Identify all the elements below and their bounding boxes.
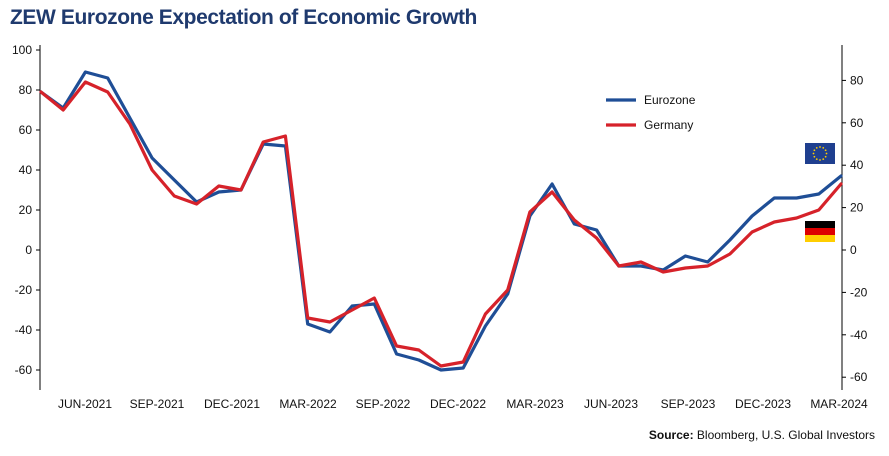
eu-flag-star <box>813 149 816 152</box>
series-line-germany <box>39 80 843 368</box>
eu-flag-star <box>819 159 821 161</box>
eu-flag-star <box>825 152 828 155</box>
legend-label-germany: Germany <box>644 118 693 132</box>
x-tick-label: JUN-2023 <box>584 397 638 411</box>
chart-title: ZEW Eurozone Expectation of Economic Gro… <box>10 6 477 29</box>
x-tick-label: DEC-2021 <box>204 397 260 411</box>
right-tick-label: 60 <box>850 116 864 130</box>
legend: Eurozone Germany <box>606 93 696 132</box>
left-tick-label: -20 <box>15 283 33 297</box>
source-label: Source: <box>648 428 694 442</box>
legend-label-eurozone: Eurozone <box>644 93 696 107</box>
right-tick-label: -20 <box>850 285 868 299</box>
right-tick-label: -40 <box>850 328 868 342</box>
x-tick-label: MAR-2022 <box>279 397 337 411</box>
germany-flag-icon <box>805 221 835 242</box>
x-tick-label: MAR-2023 <box>506 397 564 411</box>
left-tick-label: 0 <box>25 243 32 257</box>
eu-flag-star <box>815 146 818 149</box>
series-lines <box>39 70 843 372</box>
source-text: Bloomberg, U.S. Global Investors <box>693 428 875 442</box>
eu-flag-star <box>824 149 827 152</box>
x-tick-label: MAR-2024 <box>810 397 868 411</box>
germany-flag-gold <box>805 235 835 242</box>
eu-flag-star <box>815 158 818 161</box>
left-tick-label: -40 <box>15 323 33 337</box>
germany-flag-red <box>805 228 835 235</box>
eu-flag-star <box>822 146 825 149</box>
right-tick-label: -60 <box>850 370 868 384</box>
germany-flag-black <box>805 221 835 228</box>
left-tick-label: 60 <box>19 123 33 137</box>
eu-flag-star <box>813 155 816 158</box>
left-tick-label: -60 <box>15 363 33 377</box>
left-tick-label: 100 <box>12 43 32 57</box>
right-tick-label: 0 <box>850 243 857 257</box>
right-tick-label: 80 <box>850 73 864 87</box>
eu-flag-star <box>822 158 825 161</box>
source-note: Source: Bloomberg, U.S. Global Investors <box>649 428 875 442</box>
left-tick-label: 40 <box>19 163 33 177</box>
right-tick-label: 20 <box>850 201 864 215</box>
x-tick-label: SEP-2022 <box>356 397 411 411</box>
x-tick-label: SEP-2023 <box>661 397 716 411</box>
x-tick-label: DEC-2022 <box>430 397 486 411</box>
x-tick-label: JUN-2021 <box>58 397 112 411</box>
series-line-eurozone <box>39 70 843 372</box>
right-tick-label: 40 <box>850 158 864 172</box>
x-tick-label: SEP-2021 <box>130 397 185 411</box>
eu-flag-star <box>824 155 827 158</box>
eu-flag-field <box>805 143 835 164</box>
eu-flag-star <box>812 152 815 155</box>
x-tick-label: DEC-2023 <box>735 397 791 411</box>
eu-flag-icon <box>805 143 835 164</box>
left-tick-label: 80 <box>19 83 33 97</box>
flags <box>805 143 835 242</box>
axes: -60 -40 -20 0 20 40 60 80 100 -60 -40 -20 0 20 40 60 80 J… <box>12 43 868 411</box>
eu-flag-star <box>819 146 821 148</box>
left-tick-label: 20 <box>19 203 33 217</box>
